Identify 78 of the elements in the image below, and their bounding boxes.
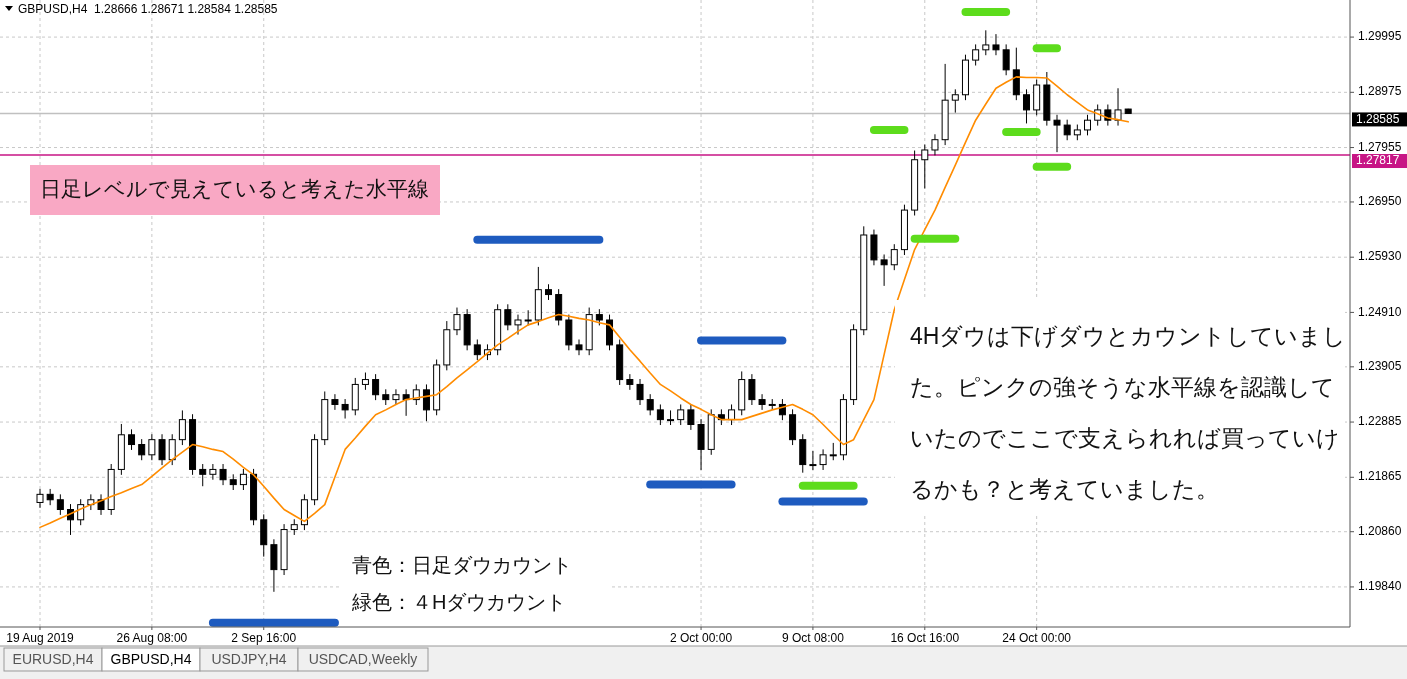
candlestick [178, 409, 186, 446]
candlestick [1002, 43, 1010, 76]
candlestick [758, 393, 766, 411]
annotation: 緑色：４Hダウカウント [351, 591, 567, 614]
x-tick-label: 24 Oct 00:00 [1002, 631, 1072, 646]
candlestick [626, 373, 634, 391]
candlestick [1114, 87, 1122, 127]
candlestick [199, 463, 207, 487]
annotation: 青色：日足ダウカウント [352, 554, 572, 577]
candlestick [77, 498, 85, 526]
candlestick [748, 373, 756, 406]
y-tick-label: 1.29995 [1358, 29, 1402, 44]
candlestick [56, 493, 64, 516]
y-tick-label: 1.25930 [1358, 249, 1402, 264]
candlestick [36, 488, 44, 509]
x-tick-label: 2 Sep 16:00 [231, 631, 297, 646]
candlestick [473, 338, 481, 361]
chart-title: GBPUSD,H4 1.28666 1.28671 1.28584 1.28585 [18, 2, 278, 17]
candlestick [880, 253, 888, 287]
candlestick [575, 338, 583, 356]
candlestick [209, 463, 217, 481]
candlestick [372, 373, 380, 401]
candlestick [636, 378, 644, 406]
candlestick [168, 433, 176, 466]
candlestick [392, 388, 400, 406]
ref-line-label: 1.28585 [1356, 111, 1400, 126]
candlestick [1084, 114, 1092, 136]
candlestick [646, 393, 654, 416]
y-tick-label: 1.22885 [1358, 414, 1402, 429]
ref-line-label: 1.27817 [1356, 153, 1400, 168]
candlestick [687, 403, 695, 431]
candlestick [677, 403, 685, 426]
candlestick [728, 403, 736, 426]
candlestick [809, 450, 817, 471]
candlestick [138, 438, 146, 461]
candlestick [656, 403, 664, 426]
y-tick-label: 1.20860 [1358, 523, 1402, 538]
candlestick [992, 33, 1000, 56]
text: USDCAD,Weekly [308, 650, 418, 667]
y-tick-label: 1.24910 [1358, 304, 1402, 319]
x-tick-label: 2 Oct 00:00 [670, 631, 733, 646]
candlestick [972, 43, 980, 67]
candlestick [422, 383, 430, 422]
candlestick [148, 433, 156, 461]
candlestick [982, 29, 990, 56]
x-tick-label: 9 Oct 08:00 [781, 631, 845, 646]
candlestick [819, 448, 827, 471]
candlestick [1022, 88, 1030, 124]
candlestick [1063, 119, 1071, 141]
candlestick [158, 433, 166, 466]
candlestick [341, 398, 349, 420]
candlestick [514, 314, 522, 336]
y-tick-label: 1.23905 [1358, 359, 1402, 373]
y-tick-label: 1.26950 [1358, 194, 1402, 209]
annotation: 4Hダウは下げダウとカウントしていました。ピンクの強そうな水平線を認識していたのでここで支えられれば買っていけるかも？と考えていました。 [910, 323, 1347, 503]
text: EURUSD,H4 [12, 650, 94, 667]
candlestick [951, 88, 959, 114]
candlestick [453, 307, 461, 336]
candlestick [921, 144, 929, 189]
annotation: 日足レベルで見えていると考えた水平線 [40, 176, 429, 200]
candlestick [331, 393, 339, 411]
x-tick-label: 16 Oct 16:00 [890, 631, 960, 646]
y-tick-label: 1.28975 [1358, 84, 1402, 99]
candlestick [1053, 114, 1061, 153]
y-tick-label: 1.27955 [1358, 139, 1402, 154]
y-tick-label: 1.19840 [1358, 579, 1402, 594]
candlestick [890, 243, 898, 271]
candlestick [128, 428, 136, 451]
candlestick [239, 468, 247, 491]
text: USDJPY,H4 [211, 650, 287, 667]
x-tick-label: 19 Aug 2019 [6, 631, 75, 646]
candlestick [219, 463, 227, 486]
text: GBPUSD,H4 [110, 650, 192, 667]
x-tick-label: 26 Aug 08:00 [116, 631, 188, 646]
candlestick [931, 133, 939, 156]
candlestick [97, 493, 105, 516]
candlestick [504, 303, 512, 331]
y-tick-label: 1.21865 [1358, 469, 1402, 484]
